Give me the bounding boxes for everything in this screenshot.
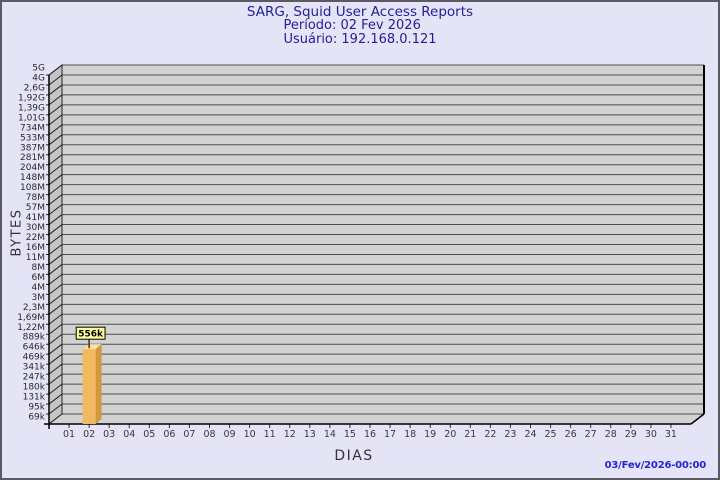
- svg-text:1,69M: 1,69M: [17, 313, 45, 323]
- svg-text:31: 31: [665, 429, 677, 440]
- svg-text:69k: 69k: [28, 413, 45, 423]
- svg-text:07: 07: [183, 429, 195, 440]
- svg-text:469k: 469k: [23, 353, 46, 363]
- svg-text:16M: 16M: [26, 243, 45, 253]
- svg-text:734M: 734M: [20, 123, 45, 133]
- svg-text:889k: 889k: [23, 333, 46, 343]
- x-axis: 01 02 03 04 05 06 07 08 09 10 11 12 13 14 15 16 17 18 19 20…: [63, 424, 677, 440]
- svg-text:533M: 533M: [20, 133, 45, 143]
- chart-user: Usuário: 192.168.0.121: [283, 31, 437, 47]
- svg-text:95k: 95k: [28, 403, 45, 413]
- svg-text:09: 09: [224, 429, 236, 440]
- svg-text:30M: 30M: [26, 223, 45, 233]
- svg-text:06: 06: [163, 429, 175, 440]
- svg-text:8M: 8M: [32, 263, 46, 273]
- svg-text:17: 17: [384, 429, 396, 440]
- svg-text:4M: 4M: [32, 283, 46, 293]
- x-axis-title: DIAS: [334, 448, 374, 464]
- svg-text:1,92G: 1,92G: [18, 93, 45, 103]
- svg-text:2,3M: 2,3M: [23, 303, 45, 313]
- svg-text:1,39G: 1,39G: [18, 103, 45, 113]
- svg-text:05: 05: [143, 429, 155, 440]
- svg-text:25: 25: [545, 429, 557, 440]
- svg-text:6M: 6M: [32, 273, 46, 283]
- svg-text:29: 29: [625, 429, 637, 440]
- svg-text:2,6G: 2,6G: [24, 83, 45, 93]
- svg-text:646k: 646k: [23, 343, 46, 353]
- bar-day-02: 556k: [75, 326, 106, 424]
- svg-text:341k: 341k: [23, 363, 46, 373]
- svg-text:247k: 247k: [23, 373, 46, 383]
- svg-text:556k: 556k: [78, 330, 104, 340]
- svg-text:14: 14: [324, 429, 336, 440]
- svg-text:30: 30: [645, 429, 657, 440]
- svg-text:3M: 3M: [32, 293, 46, 303]
- svg-text:08: 08: [203, 429, 215, 440]
- svg-text:28: 28: [605, 429, 617, 440]
- svg-text:11: 11: [264, 429, 276, 440]
- svg-text:4G: 4G: [32, 73, 45, 83]
- svg-text:19: 19: [424, 429, 436, 440]
- svg-text:22: 22: [484, 429, 496, 440]
- svg-text:20: 20: [444, 429, 456, 440]
- axis-frame: [44, 65, 705, 429]
- svg-text:16: 16: [364, 429, 376, 440]
- svg-text:10: 10: [244, 429, 256, 440]
- svg-text:13: 13: [304, 429, 316, 440]
- svg-text:22M: 22M: [26, 233, 45, 243]
- svg-text:03: 03: [103, 429, 115, 440]
- svg-text:1,22M: 1,22M: [17, 323, 45, 333]
- svg-text:12: 12: [284, 429, 296, 440]
- y-axis: 5G4G2,6G1,92G1,39G1,01G734M533M387M281M2…: [17, 64, 63, 425]
- bar-value-flag: 556k: [75, 326, 106, 340]
- plot-area: [62, 65, 704, 414]
- chart-title: SARG, Squid User Access Reports: [246, 4, 474, 20]
- svg-text:204M: 204M: [20, 163, 45, 173]
- svg-text:387M: 387M: [20, 143, 45, 153]
- svg-text:04: 04: [123, 429, 135, 440]
- svg-text:15: 15: [344, 429, 356, 440]
- svg-text:27: 27: [585, 429, 597, 440]
- svg-text:21: 21: [464, 429, 476, 440]
- chart-header: SARG, Squid User Access Reports Período:…: [2, 5, 718, 47]
- gridlines: [62, 64, 704, 415]
- svg-text:01: 01: [63, 429, 75, 440]
- svg-text:02: 02: [83, 429, 95, 440]
- svg-text:281M: 281M: [20, 153, 45, 163]
- svg-text:131k: 131k: [23, 393, 46, 403]
- left-wall-3d: [48, 63, 63, 426]
- svg-text:57M: 57M: [26, 203, 45, 213]
- chart-period: Período: 02 Fev 2026: [283, 18, 421, 33]
- svg-text:1,01G: 1,01G: [18, 113, 45, 123]
- svg-text:78M: 78M: [26, 193, 45, 203]
- svg-text:23: 23: [504, 429, 516, 440]
- svg-text:180k: 180k: [23, 383, 46, 393]
- svg-text:26: 26: [565, 429, 577, 440]
- report-timestamp: 03/Fev/2026-00:00: [604, 460, 707, 471]
- svg-text:108M: 108M: [20, 183, 45, 193]
- svg-text:24: 24: [524, 429, 536, 440]
- svg-text:11M: 11M: [26, 253, 45, 263]
- svg-text:148M: 148M: [20, 173, 45, 183]
- svg-text:5G: 5G: [32, 64, 45, 74]
- chart-subtitles: Período: 02 Fev 2026 Usuário: 192.168.0.…: [283, 19, 436, 46]
- y-axis-title: BYTES: [9, 208, 25, 257]
- floor-3d: [49, 414, 704, 424]
- svg-text:41M: 41M: [26, 213, 45, 223]
- svg-text:18: 18: [404, 429, 416, 440]
